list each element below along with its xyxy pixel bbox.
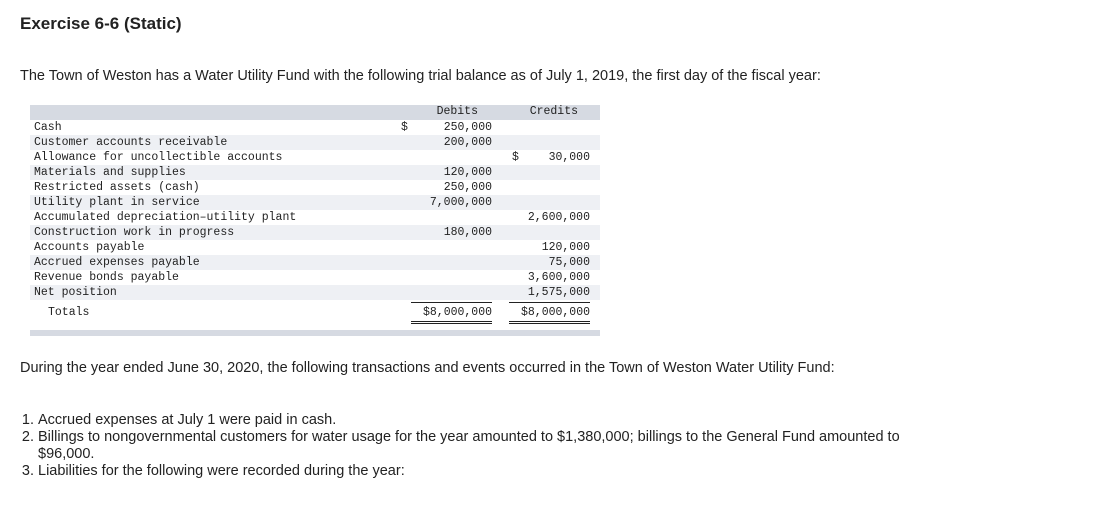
- table-row: Construction work in progress 180,000: [30, 225, 600, 240]
- account-label: Restricted assets (cash): [34, 181, 200, 194]
- debit-value: 180,000: [443, 226, 492, 239]
- table-row: Allowance for uncollectible accounts $30,…: [30, 150, 600, 165]
- account-label: Construction work in progress: [34, 226, 235, 239]
- table-row: Restricted assets (cash) 250,000: [30, 180, 600, 195]
- table-header: Debits Credits: [30, 105, 600, 120]
- debit-value: 200,000: [443, 136, 492, 149]
- table-row: Revenue bonds payable 3,600,000: [30, 270, 600, 285]
- table-row: Customer accounts receivable 200,000: [30, 135, 600, 150]
- totals-row: Totals $8,000,000 $8,000,000: [30, 302, 600, 324]
- account-label: Accumulated depreciation–utility plant: [34, 211, 297, 224]
- debit-value: 250,000: [443, 181, 492, 194]
- credit-value: 30,000: [548, 151, 590, 164]
- credit-value: 2,600,000: [527, 211, 590, 224]
- table-row: Materials and supplies 120,000: [30, 165, 600, 180]
- table-row: Accounts payable 120,000: [30, 240, 600, 255]
- account-label: Accrued expenses payable: [34, 256, 200, 269]
- intro-text: The Town of Weston has a Water Utility F…: [20, 68, 821, 84]
- debit-value: 7,000,000: [429, 196, 492, 209]
- account-label: Cash: [34, 121, 62, 134]
- transactions-intro: During the year ended June 30, 2020, the…: [20, 360, 835, 376]
- credit-value: 120,000: [541, 241, 590, 254]
- totals-label: Totals: [48, 306, 90, 319]
- credit-value: 3,600,000: [527, 271, 590, 284]
- trial-balance-table: Debits Credits Cash $250,000 Customer acco…: [30, 105, 600, 336]
- credit-value: 75,000: [548, 256, 590, 269]
- account-label: Net position: [34, 286, 117, 299]
- table-row: Cash $250,000: [30, 120, 600, 135]
- table-row: Utility plant in service 7,000,000: [30, 195, 600, 210]
- debits-header: Debits: [436, 105, 478, 118]
- account-label: Accounts payable: [34, 241, 145, 254]
- account-label: Customer accounts receivable: [34, 136, 228, 149]
- debit-dollar-sign: $: [401, 121, 408, 134]
- transaction-item: Accrued expenses at July 1 were paid in …: [38, 412, 918, 429]
- account-label: Materials and supplies: [34, 166, 186, 179]
- transactions-list: Accrued expenses at July 1 were paid in …: [20, 412, 918, 480]
- account-label: Utility plant in service: [34, 196, 200, 209]
- page-title: Exercise 6-6 (Static): [20, 14, 182, 33]
- table-row: Accumulated depreciation–utility plant 2,…: [30, 210, 600, 225]
- credit-value: 1,575,000: [527, 286, 590, 299]
- account-label: Revenue bonds payable: [34, 271, 179, 284]
- table-row: Net position 1,575,000: [30, 285, 600, 300]
- totals-debit: $8,000,000: [422, 306, 492, 319]
- debit-value: 250,000: [443, 121, 492, 134]
- debit-value: 120,000: [443, 166, 492, 179]
- account-label: Allowance for uncollectible accounts: [34, 151, 283, 164]
- table-row: Accrued expenses payable 75,000: [30, 255, 600, 270]
- credit-dollar-sign: $: [512, 151, 519, 164]
- table-footer-bar: [30, 330, 600, 336]
- transaction-item: Liabilities for the following were recor…: [38, 463, 918, 480]
- credits-header: Credits: [529, 105, 578, 118]
- transaction-item: Billings to nongovernmental customers fo…: [38, 429, 918, 463]
- totals-credit: $8,000,000: [520, 306, 590, 319]
